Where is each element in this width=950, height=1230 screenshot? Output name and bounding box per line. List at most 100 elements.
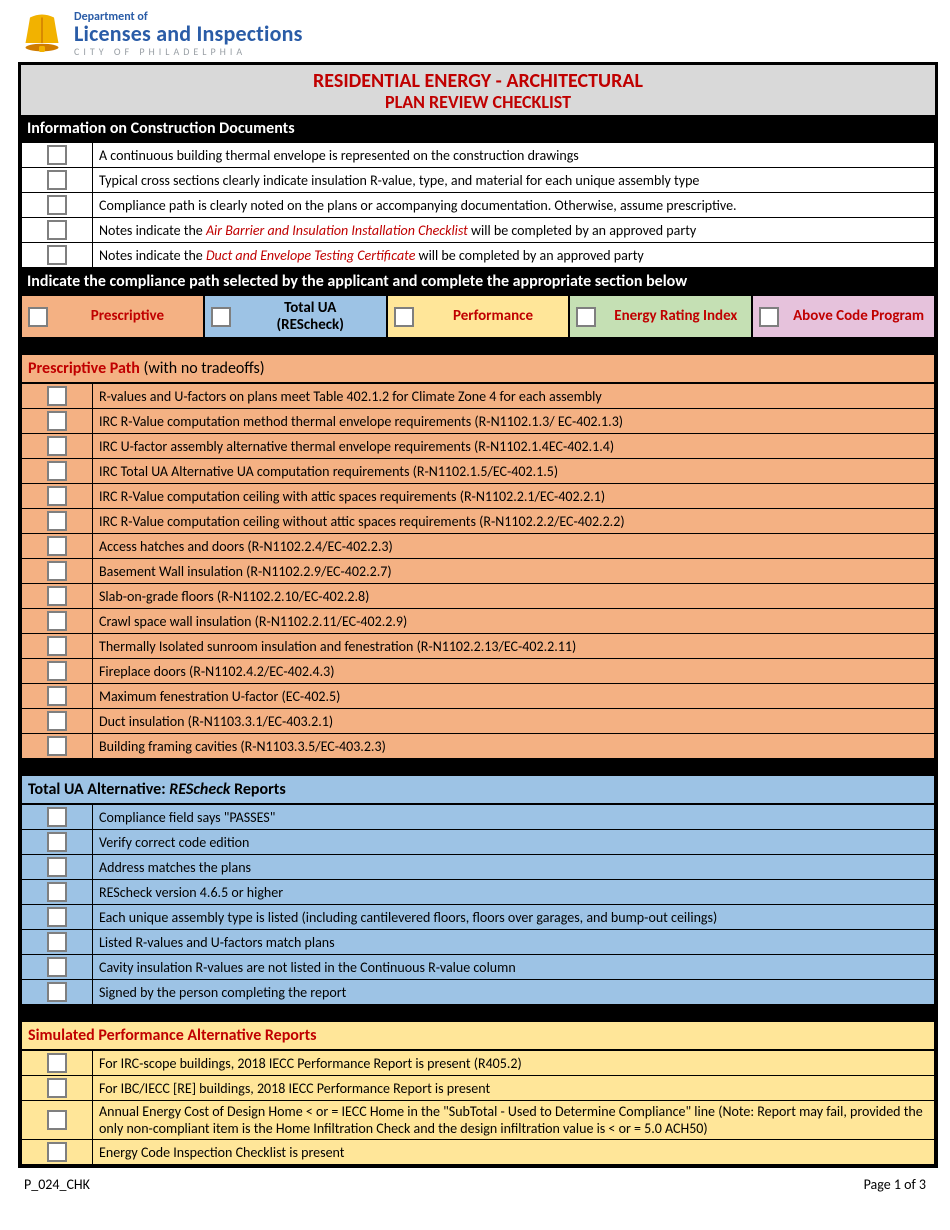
checkbox[interactable] <box>47 711 67 731</box>
checkbox[interactable] <box>394 307 414 327</box>
rescheck-header: Total UA Alternative: REScheck Reports <box>21 775 935 804</box>
form-title: RESIDENTIAL ENERGY - ARCHITECTURAL PLAN … <box>21 65 935 115</box>
checklist-item: IRC R-Value computation ceiling without … <box>93 509 935 534</box>
checkbox[interactable] <box>47 611 67 631</box>
checkbox[interactable] <box>47 857 67 877</box>
checkbox[interactable] <box>576 307 596 327</box>
checklist-item: Compliance field says "PASSES" <box>93 805 935 830</box>
checkbox[interactable] <box>759 307 779 327</box>
checkbox[interactable] <box>47 686 67 706</box>
checkbox[interactable] <box>211 307 231 327</box>
checkbox-cell <box>22 634 93 659</box>
checklist-item: Slab-on-grade floors (R-N1102.2.10/EC-40… <box>93 584 935 609</box>
city-label: CITY OF PHILADELPHIA <box>74 47 303 57</box>
checkbox-cell <box>22 609 93 634</box>
checkbox[interactable] <box>47 1053 67 1073</box>
checklist-item: Annual Energy Cost of Design Home < or =… <box>93 1101 935 1140</box>
checklist-item: Typical cross sections clearly indicate … <box>93 168 935 193</box>
checklist-item: Cavity insulation R-values are not liste… <box>93 955 935 980</box>
agency-text: Department of Licenses and Inspections C… <box>74 11 303 57</box>
checkbox[interactable] <box>47 486 67 506</box>
checkbox-cell <box>22 559 93 584</box>
checkbox[interactable] <box>47 195 67 215</box>
checkbox[interactable] <box>47 807 67 827</box>
checkbox[interactable] <box>47 736 67 756</box>
checkbox[interactable] <box>47 957 67 977</box>
title-line-1: RESIDENTIAL ENERGY - ARCHITECTURAL <box>21 69 935 93</box>
checklist-item: IRC Total UA Alternative UA computation … <box>93 459 935 484</box>
rescheck-header-ital: REScheck <box>169 780 230 799</box>
checkbox-cell <box>22 709 93 734</box>
path-label: Energy Rating Index <box>606 308 745 325</box>
prescriptive-items: R-values and U-factors on plans meet Tab… <box>21 383 935 759</box>
checkbox-cell <box>22 830 93 855</box>
compliance-paths: PrescriptiveTotal UA(REScheck)Performanc… <box>21 295 935 338</box>
checkbox-cell <box>22 193 93 218</box>
checkbox-cell <box>22 143 93 168</box>
path-above-code-program: Above Code Program <box>752 295 935 338</box>
path-performance: Performance <box>387 295 570 338</box>
path-energy-rating-index: Energy Rating Index <box>569 295 752 338</box>
page-footer: P_024_CHK Page 1 of 3 <box>18 1168 932 1193</box>
checklist-item: Duct insulation (R-N1103.3.1/EC-403.2.1) <box>93 709 935 734</box>
checkbox[interactable] <box>47 536 67 556</box>
checkbox[interactable] <box>47 932 67 952</box>
checklist-item: R-values and U-factors on plans meet Tab… <box>93 384 935 409</box>
checkbox[interactable] <box>47 461 67 481</box>
performance-header: Simulated Performance Alternative Report… <box>21 1021 935 1050</box>
checkbox[interactable] <box>47 220 67 240</box>
spacer <box>21 759 935 775</box>
spacer <box>21 1005 935 1021</box>
path-total-ua-rescheck-: Total UA(REScheck) <box>204 295 387 338</box>
checklist-item: Verify correct code edition <box>93 830 935 855</box>
checkbox[interactable] <box>47 1110 67 1130</box>
checklist-item: A continuous building thermal envelope i… <box>93 143 935 168</box>
page: Department of Licenses and Inspections C… <box>0 0 950 1203</box>
checkbox[interactable] <box>47 145 67 165</box>
checkbox-cell <box>22 930 93 955</box>
checkbox[interactable] <box>47 1078 67 1098</box>
checkbox[interactable] <box>47 661 67 681</box>
rescheck-items: Compliance field says "PASSES"Verify cor… <box>21 804 935 1005</box>
checkbox[interactable] <box>47 245 67 265</box>
checkbox[interactable] <box>47 982 67 1002</box>
compliance-header: Indicate the compliance path selected by… <box>21 268 935 295</box>
bell-icon <box>18 10 66 58</box>
checkbox[interactable] <box>47 832 67 852</box>
checklist-item: Each unique assembly type is listed (inc… <box>93 905 935 930</box>
checkbox-cell <box>22 218 93 243</box>
checkbox[interactable] <box>47 411 67 431</box>
checklist-item: For IBC/IECC [RE] buildings, 2018 IECC P… <box>93 1076 935 1101</box>
checklist-item: REScheck version 4.6.5 or higher <box>93 880 935 905</box>
checkbox[interactable] <box>47 436 67 456</box>
checkbox[interactable] <box>47 386 67 406</box>
path-label: Above Code Program <box>789 308 928 325</box>
path-label: Performance <box>424 308 563 325</box>
checkbox-cell <box>22 484 93 509</box>
checkbox[interactable] <box>47 561 67 581</box>
checkbox-cell <box>22 1051 93 1076</box>
checklist-item: Basement Wall insulation (R-N1102.2.9/EC… <box>93 559 935 584</box>
checklist-item: Address matches the plans <box>93 855 935 880</box>
checkbox[interactable] <box>47 1142 67 1162</box>
checkbox-cell <box>22 434 93 459</box>
checklist-item: Signed by the person completing the repo… <box>93 980 935 1005</box>
checkbox[interactable] <box>28 307 48 327</box>
checkbox[interactable] <box>47 511 67 531</box>
checkbox[interactable] <box>47 907 67 927</box>
checkbox-cell <box>22 384 93 409</box>
checklist-item: IRC U-factor assembly alternative therma… <box>93 434 935 459</box>
checkbox[interactable] <box>47 636 67 656</box>
spacer <box>21 338 935 354</box>
checkbox[interactable] <box>47 882 67 902</box>
checklist-item: For IRC-scope buildings, 2018 IECC Perfo… <box>93 1051 935 1076</box>
checkbox[interactable] <box>47 170 67 190</box>
checkbox-cell <box>22 584 93 609</box>
checkbox[interactable] <box>47 586 67 606</box>
page-number: Page 1 of 3 <box>864 1176 926 1193</box>
section-info-header: Information on Construction Documents <box>21 115 935 142</box>
checkbox-cell <box>22 955 93 980</box>
checkbox-cell <box>22 905 93 930</box>
checkbox-cell <box>22 1101 93 1140</box>
checklist-item: Crawl space wall insulation (R-N1102.2.1… <box>93 609 935 634</box>
